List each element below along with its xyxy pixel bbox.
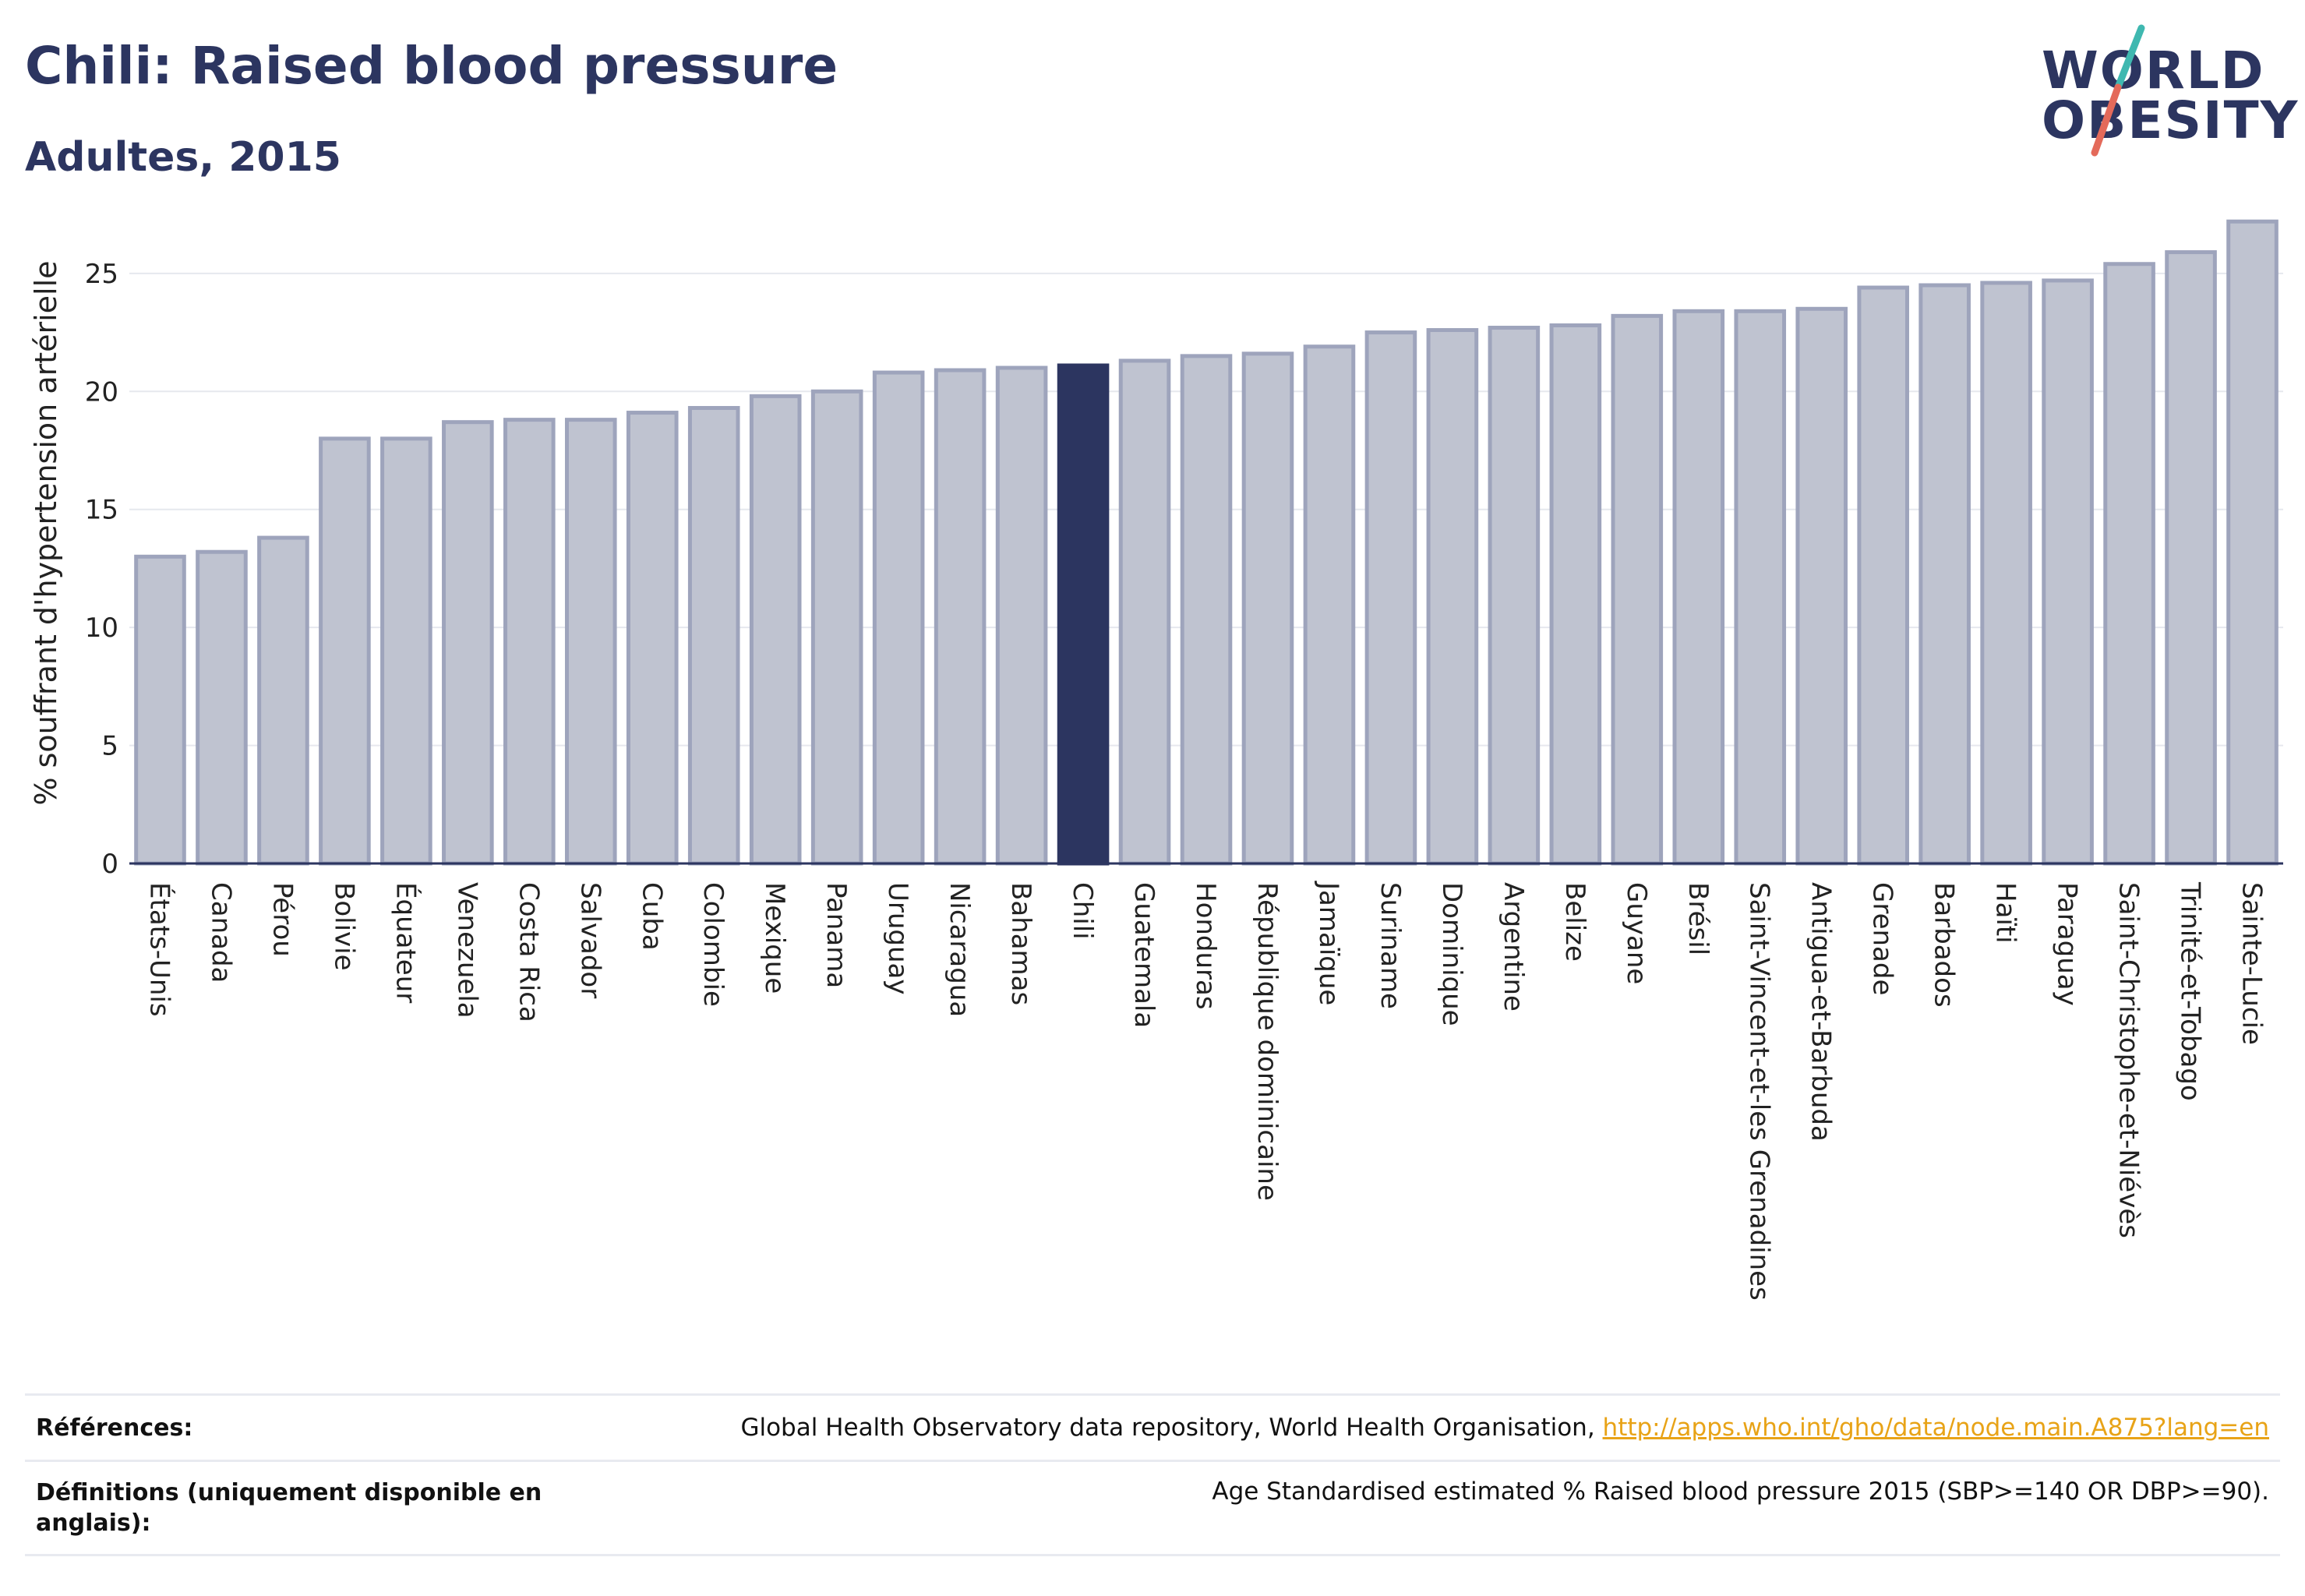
bar--quateur: [380, 436, 432, 866]
x-tick-label: Paraguay: [2052, 882, 2083, 1006]
x-tick-label: Équateur: [390, 882, 422, 1003]
bar-saint-vincent-et-les-grenadines: [1734, 309, 1787, 866]
y-tick-label: 10: [85, 613, 118, 644]
x-tick-label: Venezuela: [451, 882, 482, 1019]
x-tick-label: Guyane: [1621, 882, 1652, 984]
x-tick-label: Pérou: [267, 882, 298, 957]
x-tick-label: Panama: [821, 882, 852, 988]
x-tick-label: Mexique: [759, 882, 790, 994]
bar-barbados: [1918, 283, 1971, 866]
bar-argentine: [1488, 326, 1541, 866]
bar-saint-christophe-et-ni-v-s: [2103, 262, 2155, 866]
y-axis-label: % souffrant d'hypertension artérielle: [29, 260, 63, 805]
bar-bolivie: [319, 436, 371, 866]
y-tick-label: 25: [85, 259, 118, 290]
chart-subtitle: Adultes, 2015: [25, 134, 341, 181]
y-tick-label: 20: [85, 376, 118, 408]
bar--tats-unis: [134, 554, 186, 866]
x-tick-label: Trinité-et-Tobago: [2175, 881, 2206, 1101]
definitions-row: Définitions (uniquement disponible en an…: [25, 1460, 2280, 1556]
x-tick-label: Antigua-et-Barbuda: [1806, 882, 1837, 1142]
bar-br-sil: [1672, 309, 1725, 866]
x-tick-label: Jamaïque: [1313, 881, 1344, 1005]
logo-word-world: WORLD: [2042, 41, 2265, 101]
y-tick-label: 5: [101, 731, 118, 762]
bar-chili: [1057, 363, 1110, 866]
bar-salvador: [564, 418, 617, 866]
chart-title: Chili: Raised blood pressure: [25, 36, 838, 96]
bar-guyane: [1611, 313, 1664, 866]
bar-venezuela: [442, 420, 494, 866]
x-tick-label: Barbados: [1929, 882, 1960, 1008]
bar-bahamas: [995, 365, 1048, 866]
bar-suriname: [1364, 330, 1417, 866]
x-tick-label: Brésil: [1682, 882, 1714, 955]
x-tick-label: Colombie: [697, 882, 729, 1007]
logo-word-obesity: OBESITY: [2042, 90, 2300, 150]
bar-chart: 0 5 10 15 20 25 États-Unis Canada Pérou Bolivie É…: [29, 219, 2283, 1301]
x-tick-label: Grenade: [1867, 882, 1898, 995]
bar-guatemala: [1118, 358, 1171, 866]
footer: Références: Global Health Observatory da…: [25, 1393, 2280, 1556]
x-tick-label: Saint-Vincent-et-les Grenadines: [1744, 882, 1775, 1301]
bar-costa-rica: [503, 418, 556, 866]
bar-canada: [196, 549, 248, 866]
x-tick-label: Haïti: [1990, 882, 2021, 944]
x-tick-label: États-Unis: [143, 882, 175, 1017]
definitions-label: Définitions (uniquement disponible en an…: [36, 1479, 542, 1537]
bar-nicaragua: [934, 368, 987, 866]
bar-colombie: [687, 405, 740, 866]
bar-honduras: [1180, 354, 1233, 866]
x-tick-label: Costa Rica: [513, 882, 544, 1022]
bar-sainte-lucie: [2226, 219, 2279, 866]
bar-mexique: [749, 394, 802, 866]
x-tick-label: Uruguay: [882, 882, 913, 995]
references-row: Références: Global Health Observatory da…: [25, 1393, 2280, 1460]
x-tick-label: Suriname: [1375, 882, 1406, 1009]
references-label: Références:: [36, 1414, 193, 1442]
bar-dominique: [1426, 328, 1479, 866]
x-tick-label: Dominique: [1436, 882, 1467, 1026]
references-link[interactable]: http://apps.who.int/gho/data/node.main.A…: [1602, 1414, 2269, 1442]
x-tick-label: Sainte-Lucie: [2236, 882, 2268, 1045]
x-tick-label: Salvador: [574, 882, 605, 998]
bar-paraguay: [2042, 278, 2094, 866]
x-tick-label: Bolivie: [328, 882, 359, 971]
x-tick-label: Belize: [1559, 882, 1590, 962]
y-tick-label: 15: [85, 495, 118, 526]
bar-grenade: [1857, 285, 1909, 866]
x-tick-label: Honduras: [1190, 882, 1221, 1010]
y-tick-label: 0: [101, 849, 118, 880]
x-tick-label: République dominicaine: [1251, 882, 1283, 1201]
bar-cuba: [626, 411, 679, 866]
bar-belize: [1549, 323, 1602, 866]
x-tick-label: Chili: [1067, 882, 1098, 940]
x-tick-label: Canada: [205, 882, 236, 983]
references-text: Global Health Observatory data repositor…: [740, 1414, 1603, 1442]
x-tick-label: Guatemala: [1128, 882, 1160, 1028]
bar-r-publique-dominicaine: [1241, 351, 1294, 866]
world-obesity-logo: WORLD OBESITY: [2026, 23, 2297, 164]
logo-slash-icon: [2091, 24, 2145, 157]
definitions-text: Age Standardised estimated % Raised bloo…: [1212, 1478, 2269, 1506]
x-tick-label: Bahamas: [1005, 882, 1036, 1005]
x-tick-label: Argentine: [1498, 882, 1529, 1012]
x-tick-label: Saint-Christophe-et-Niévès: [2113, 882, 2144, 1238]
x-tick-label: Nicaragua: [944, 882, 975, 1017]
bar-trinit-et-tobago: [2165, 250, 2217, 866]
bar-p-rou: [257, 535, 309, 866]
bar-uruguay: [872, 370, 925, 866]
bar-ha-ti: [1980, 281, 2032, 866]
bar-antigua-et-barbuda: [1795, 306, 1848, 866]
references-value: Global Health Observatory data repositor…: [740, 1414, 2280, 1442]
bar-jama-que: [1303, 344, 1356, 866]
bar-panama: [810, 389, 863, 866]
x-tick-label: Cuba: [636, 882, 667, 951]
